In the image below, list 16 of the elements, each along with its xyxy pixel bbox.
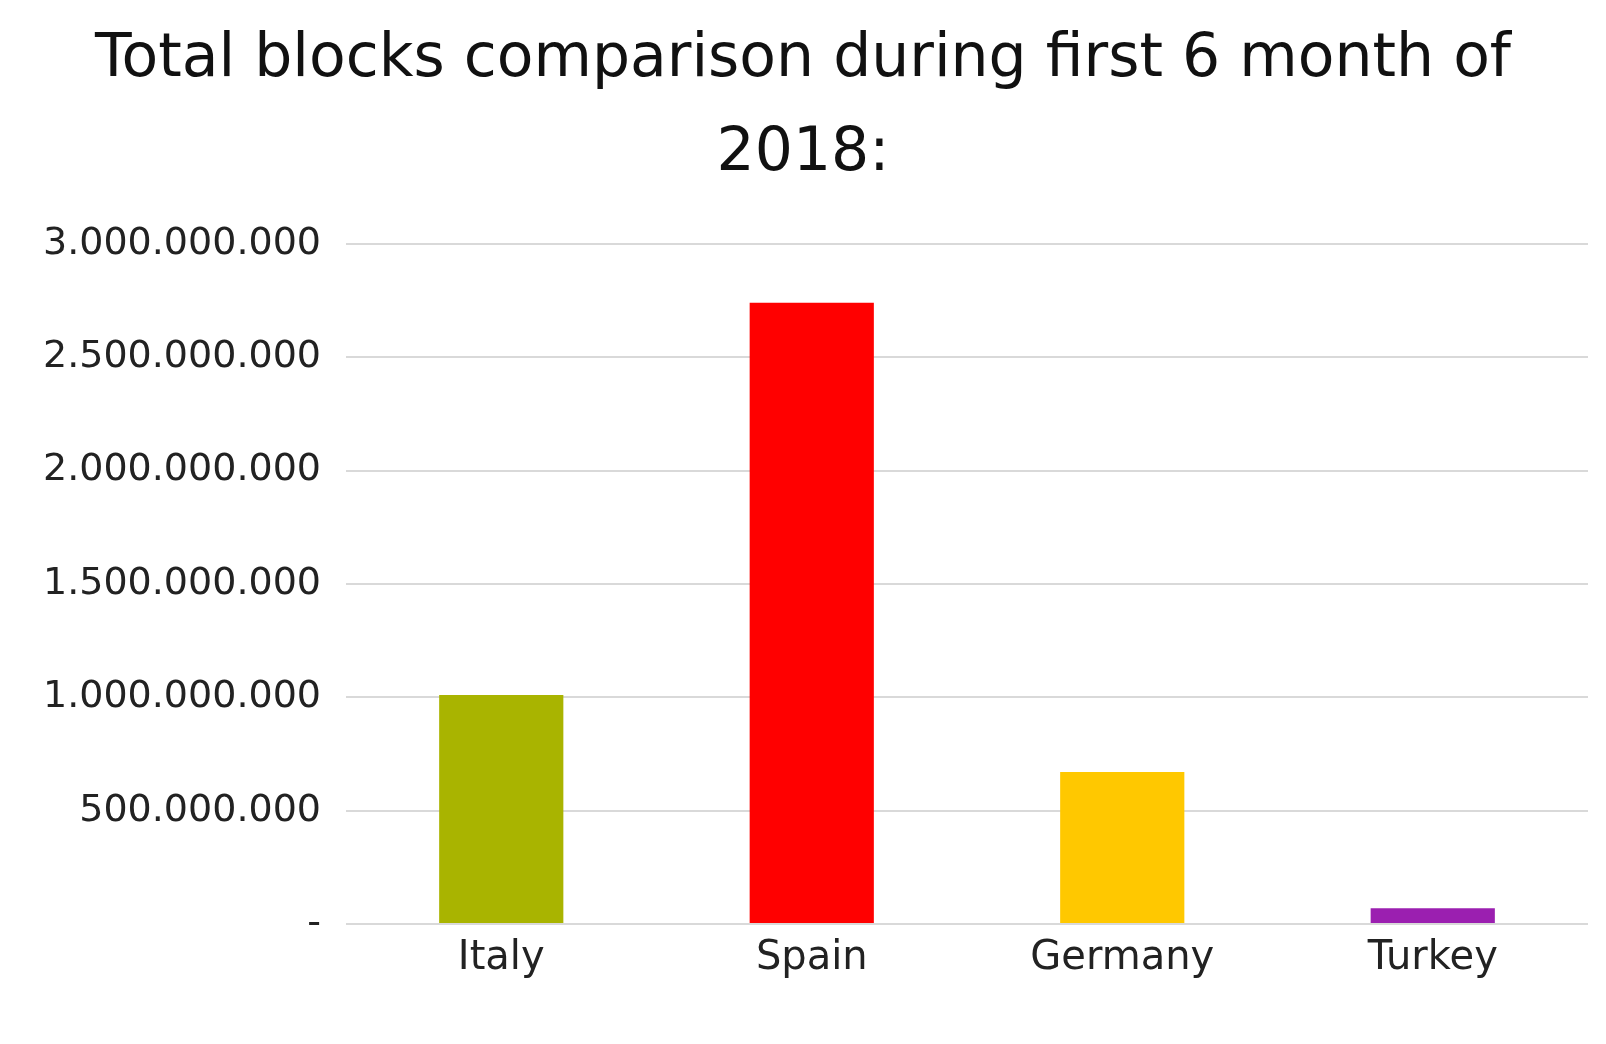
chart-title: Total blocks comparison during first 6 month of 2018: [93, 19, 1513, 186]
y-tick-label: 2.000.000.000 [42, 445, 321, 490]
bar [439, 695, 564, 923]
x-tick-label: Turkey [1366, 932, 1498, 979]
bar [1060, 772, 1185, 923]
y-tick-label: 2.500.000.000 [42, 332, 321, 377]
y-tick-label: 500.000.000 [79, 785, 321, 830]
x-tick-label: Germany [1030, 932, 1215, 979]
x-tick-label: Spain [755, 932, 868, 979]
y-tick-label: - [307, 898, 321, 943]
y-tick-label: 1.000.000.000 [42, 672, 321, 717]
x-tick-label: Italy [457, 932, 545, 979]
bar [749, 302, 874, 923]
bar [1370, 908, 1495, 923]
y-tick-label: 3.000.000.000 [42, 218, 321, 263]
y-tick-label: 1.500.000.000 [42, 558, 321, 603]
